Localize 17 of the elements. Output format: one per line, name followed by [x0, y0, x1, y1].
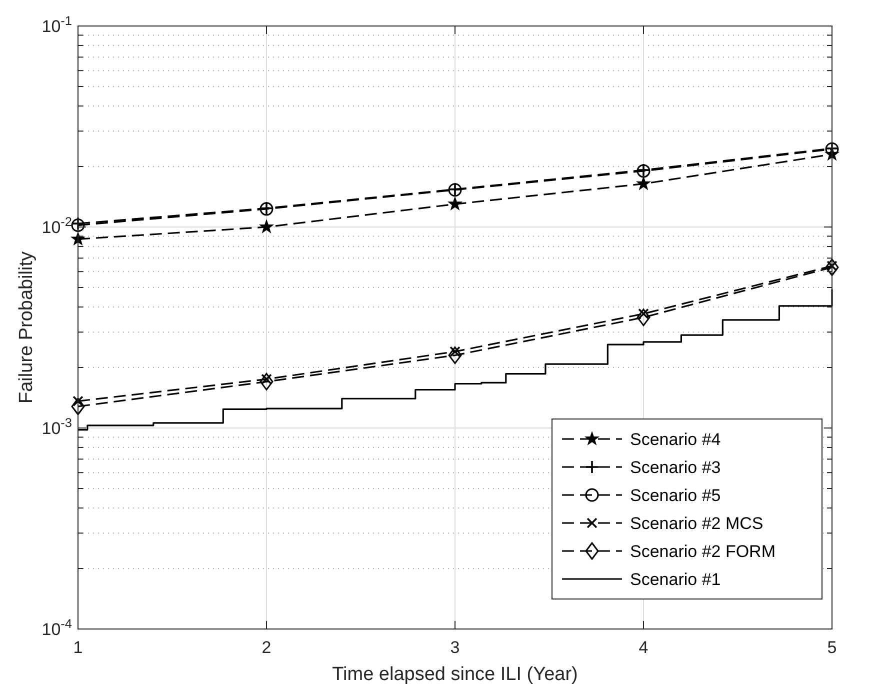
legend-label: Scenario #5 [630, 486, 721, 505]
legend-label: Scenario #2 FORM [630, 542, 776, 561]
y-tick-label: 10$^{-4}$ [42, 616, 72, 639]
x-tick-label: 2 [262, 638, 272, 657]
x-tick-label: 1 [73, 638, 83, 657]
legend-label: Scenario #2 MCS [630, 514, 764, 533]
legend-label: Scenario #3 [630, 458, 721, 477]
y-tick-label: 10$^{-2}$ [42, 214, 72, 237]
y-axis-title: Failure Probability [16, 250, 37, 404]
legend-label: Scenario #1 [630, 570, 721, 589]
x-axis-title: Time elapsed since ILI (Year) [332, 664, 578, 685]
x-tick-label: 4 [638, 638, 648, 657]
x-tick-label: 3 [450, 638, 460, 657]
legend-label: Scenario #4 [630, 430, 721, 449]
y-tick-label: 10$^{-3}$ [42, 414, 72, 438]
y-tick-label: 10$^{-1}$ [42, 12, 72, 36]
x-tick-label: 5 [827, 638, 837, 657]
